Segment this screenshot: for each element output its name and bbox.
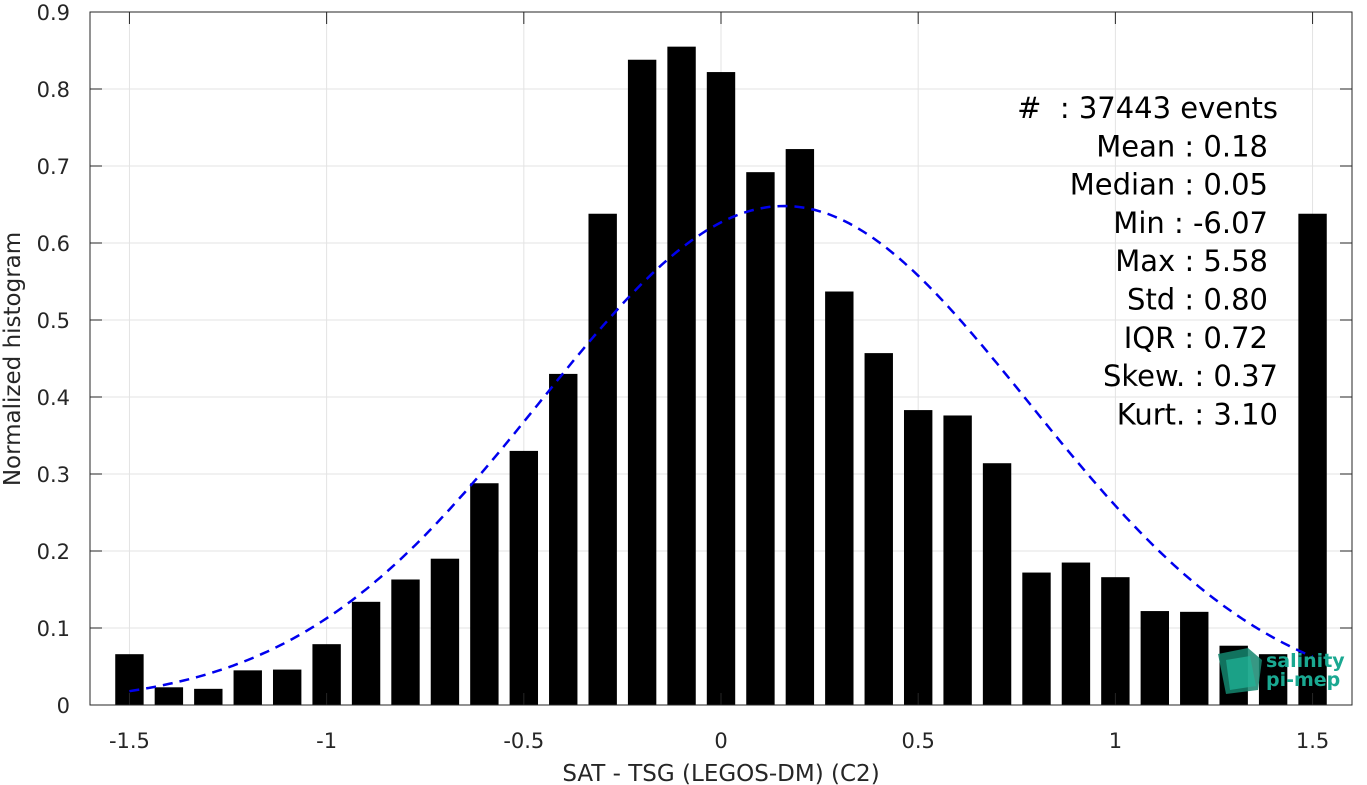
y-tick-label: 0.6 (37, 232, 70, 256)
histogram-bar (706, 72, 736, 705)
stat-line: IQR : 0.72 (1124, 321, 1268, 355)
stat-line: Std : 0.80 (1127, 283, 1268, 317)
x-tick-label: 1.5 (1296, 729, 1329, 753)
logo-mark-facet (1226, 656, 1256, 690)
gaussian-fit (129, 204, 1314, 693)
x-tick-label: 1 (1109, 729, 1122, 753)
stat-line: # : 37443 events (1017, 91, 1278, 125)
logo-text-line2: pi-mep (1266, 669, 1340, 691)
histogram-bar (982, 463, 1012, 705)
logo-text-line1: salinity (1266, 650, 1345, 672)
histogram-bar (1061, 562, 1091, 705)
histogram-bar (864, 353, 893, 705)
histogram-bar (1258, 654, 1288, 705)
histogram-bar (1101, 577, 1130, 705)
histogram-bar (785, 149, 815, 705)
histogram-bar (943, 415, 972, 705)
statistics-panel: # : 37443 events Mean : 0.18 Median : 0.05… (1017, 91, 1278, 431)
histogram-bar (746, 172, 775, 705)
bars (115, 46, 1327, 706)
histogram-bar (194, 688, 223, 705)
stat-line: Median : 0.05 (1070, 168, 1268, 202)
x-tick-label: -1.5 (109, 729, 150, 753)
histogram-bar (1140, 611, 1170, 705)
y-tick-label: 0.4 (37, 386, 70, 410)
histogram-bar (1180, 611, 1209, 705)
histogram-bar (667, 46, 696, 705)
x-axis-title: SAT - TSG (LEGOS-DM) (C2) (562, 761, 879, 785)
x-tick-labels: -1.5 -1 -0.5 0 0.5 1 1.5 (109, 729, 1329, 753)
histogram-bar (470, 483, 499, 705)
histogram-bar (272, 669, 302, 705)
histogram-bar (903, 410, 933, 705)
y-axis-title: Normalized histogram (0, 232, 26, 486)
histogram-bar (233, 670, 262, 705)
histogram-bar (351, 601, 381, 705)
y-tick-label: 0.8 (37, 78, 70, 102)
histogram-bar (588, 213, 617, 706)
histogram-bar (154, 687, 184, 705)
stat-line: Max : 5.58 (1115, 244, 1268, 278)
histogram-bar (391, 579, 420, 705)
salinity-pi-mep-logo: salinity pi-mep (1218, 648, 1345, 694)
histogram-bar (509, 450, 539, 705)
y-tick-label: 0.3 (37, 463, 70, 487)
histogram-bar (430, 558, 460, 705)
stat-line: Kurt. : 3.10 (1117, 397, 1278, 431)
axes (89, 11, 1353, 706)
y-tick-label: 0.7 (37, 155, 70, 179)
gaussian-fit-curve (129, 204, 1314, 693)
y-tick-label: 0 (57, 694, 70, 718)
x-tick-label: 0.5 (901, 729, 934, 753)
histogram-bar (1022, 572, 1051, 705)
y-tick-label: 0.9 (37, 1, 70, 25)
y-tick-labels: 0 0.1 0.2 0.3 0.4 0.5 0.6 0.7 0.8 0.9 (37, 1, 70, 718)
y-tick-label: 0.2 (37, 540, 70, 564)
x-tick-label: 0 (714, 729, 727, 753)
stat-line: Skew. : 0.37 (1103, 359, 1278, 393)
stat-line: Min : -6.07 (1113, 206, 1268, 240)
histogram-bar (825, 291, 854, 705)
histogram-bar (549, 373, 578, 705)
y-tick-label: 0.1 (37, 617, 70, 641)
histogram-bar (1298, 213, 1327, 706)
y-tick-label: 0.5 (37, 309, 70, 333)
x-tick-label: -1 (316, 729, 337, 753)
histogram-bar (627, 59, 657, 706)
stat-line: Mean : 0.18 (1096, 129, 1268, 163)
x-tick-label: -0.5 (503, 729, 544, 753)
